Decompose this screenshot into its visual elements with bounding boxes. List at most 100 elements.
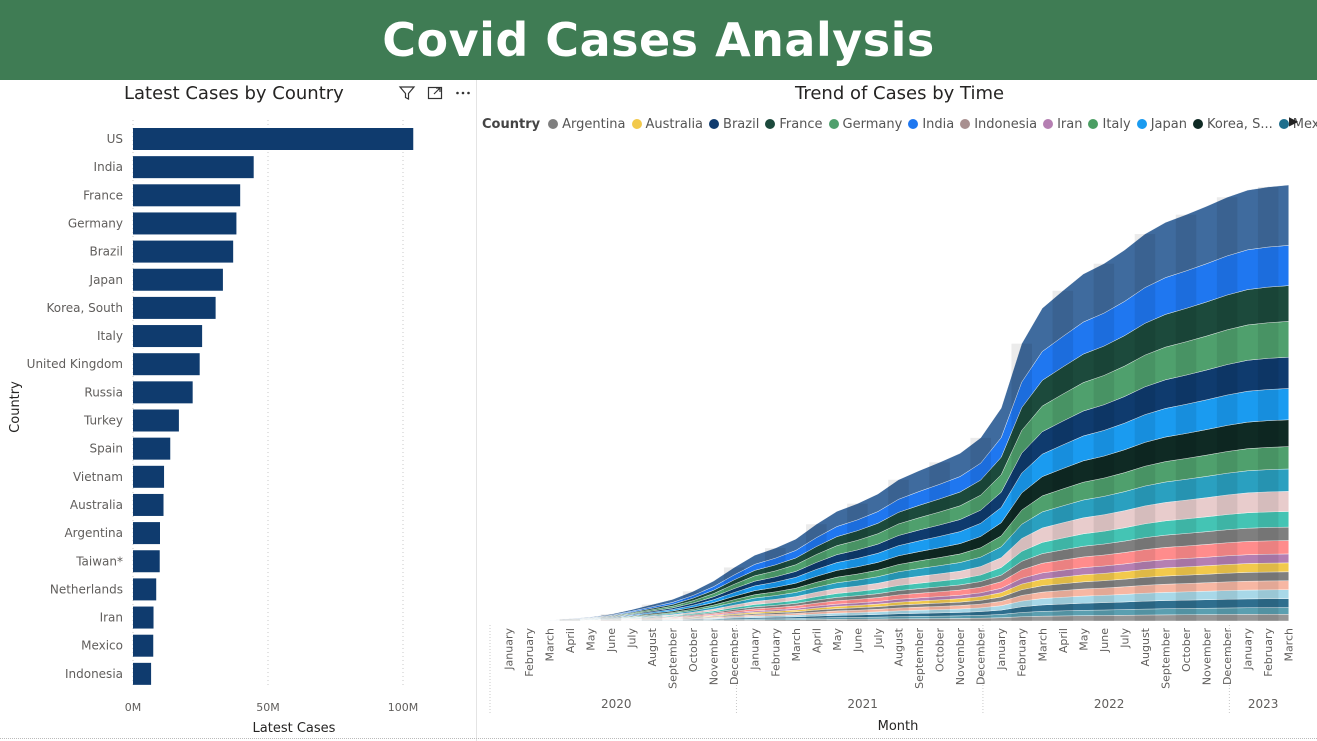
y-tick-label: Indonesia — [65, 667, 123, 681]
area-chart-plot: January February March April May June July Augu… — [489, 184, 1296, 734]
bar[interactable] — [133, 493, 164, 516]
legend-item[interactable]: Japan — [1136, 116, 1187, 132]
y-tick-label: Turkey — [83, 414, 123, 428]
legend-item[interactable]: Brazil — [709, 117, 759, 132]
legend-label: Japan — [1150, 116, 1187, 132]
legend-label: Indonesia — [974, 116, 1038, 132]
legend-swatch — [960, 119, 971, 129]
column-band — [888, 479, 909, 621]
bar[interactable] — [133, 634, 154, 657]
column-band — [970, 437, 991, 621]
x-tick-label: August — [1139, 627, 1152, 666]
legend-item[interactable]: Germany — [828, 117, 902, 132]
page-title: Covid Cases Analysis — [382, 13, 935, 67]
column-band — [1093, 263, 1115, 621]
legend-label: Italy — [1102, 116, 1131, 132]
legend-item[interactable]: France — [765, 116, 823, 132]
column-band — [1257, 186, 1279, 621]
column-band — [682, 591, 704, 621]
year-label: 2021 — [847, 697, 878, 711]
bar[interactable] — [133, 268, 223, 291]
column-band — [806, 524, 827, 621]
bar[interactable] — [133, 128, 414, 150]
legend-item[interactable]: Argentina — [548, 116, 626, 132]
bar[interactable] — [133, 325, 203, 348]
legend-swatch — [709, 119, 720, 129]
bar[interactable] — [133, 578, 157, 601]
legend-item[interactable]: Australia — [631, 116, 704, 132]
x-tick-label: July — [872, 628, 885, 649]
bar[interactable] — [133, 240, 234, 263]
bar[interactable] — [133, 353, 200, 376]
x-tick-label: October — [934, 628, 947, 672]
x-tick-label: January — [502, 628, 515, 671]
x-tick-label: January — [749, 628, 762, 671]
y-tick-label: Brazil — [90, 245, 124, 259]
bar[interactable] — [133, 522, 160, 545]
bar[interactable] — [133, 662, 152, 685]
more-options-icon[interactable] — [454, 84, 472, 102]
y-axis-title: Country — [8, 381, 23, 433]
y-tick-label: Russia — [84, 385, 123, 399]
title-banner: Covid Cases Analysis — [0, 0, 1317, 80]
x-tick-label: March — [543, 628, 556, 662]
x-tick-label: December — [975, 628, 988, 686]
bar[interactable] — [133, 437, 171, 460]
x-tick-label: August — [893, 627, 906, 666]
legend-label: Brazil — [723, 116, 760, 132]
x-tick-label: June — [1098, 628, 1111, 653]
bar[interactable] — [133, 212, 237, 235]
legend-swatch — [1043, 119, 1054, 129]
legend-next-arrow[interactable]: ▶ — [1289, 114, 1299, 128]
legend-swatch — [1136, 119, 1147, 129]
x-tick-label: May — [831, 628, 844, 651]
bar[interactable] — [133, 296, 216, 319]
page-bottom-border — [0, 738, 1317, 739]
y-tick-label: Japan — [89, 273, 123, 287]
legend-swatch — [631, 119, 642, 129]
legend-label: France — [779, 116, 823, 132]
y-tick-label: Korea, South — [46, 301, 123, 315]
column-band — [1011, 343, 1032, 621]
legend-label: Australia — [645, 116, 704, 132]
bar-chart-visual[interactable]: Latest Cases by Country US India France Ger… — [0, 80, 476, 741]
area-series[interactable] — [508, 184, 1289, 622]
bar[interactable] — [133, 465, 165, 488]
column-band — [641, 604, 663, 621]
column-band — [765, 548, 786, 621]
legend-item[interactable]: Indonesia — [960, 117, 1037, 132]
bar[interactable] — [133, 156, 254, 179]
x-tick-label: June — [851, 628, 864, 653]
x-tick-label: January — [995, 628, 1008, 671]
year-label: 2022 — [1094, 697, 1125, 711]
bar[interactable] — [133, 184, 241, 207]
x-axis-title: Month — [878, 719, 919, 734]
bar[interactable] — [133, 606, 154, 629]
legend: Country Argentina Australia Brazil France Ge… — [482, 114, 1317, 134]
y-tick-label: Germany — [68, 216, 123, 230]
filter-icon[interactable] — [398, 84, 416, 102]
legend-label: Argentina — [562, 116, 626, 132]
legend-items: Argentina Australia Brazil France Germany Ind… — [548, 117, 1317, 132]
bar[interactable] — [133, 381, 193, 404]
legend-item[interactable]: India — [908, 117, 954, 132]
legend-item[interactable]: Mexico — [1278, 117, 1317, 132]
bar-chart-plot: US India France Germany Brazil Japan Korea, So… — [8, 120, 419, 736]
bar[interactable] — [133, 409, 179, 432]
legend-item[interactable]: Italy — [1088, 116, 1131, 132]
legend-item[interactable]: Iran — [1043, 117, 1082, 132]
x-tick-label: 100M — [388, 701, 419, 714]
column-band — [1134, 234, 1156, 621]
y-tick-label: US — [107, 132, 123, 146]
focus-mode-icon[interactable] — [426, 84, 444, 102]
x-tick-label: June — [605, 628, 618, 653]
column-band — [1052, 290, 1074, 621]
x-tick-label: April — [564, 628, 577, 653]
bar[interactable] — [133, 550, 160, 573]
area-chart-visual[interactable]: Trend of Cases by Time Country Argentina… — [477, 80, 1317, 741]
legend-label: Korea, S... — [1206, 116, 1273, 132]
legend-item[interactable]: Korea, S... — [1192, 116, 1273, 132]
legend-swatch — [548, 119, 559, 129]
area-chart-title: Trend of Cases by Time — [795, 83, 1005, 104]
column-band — [723, 567, 745, 621]
